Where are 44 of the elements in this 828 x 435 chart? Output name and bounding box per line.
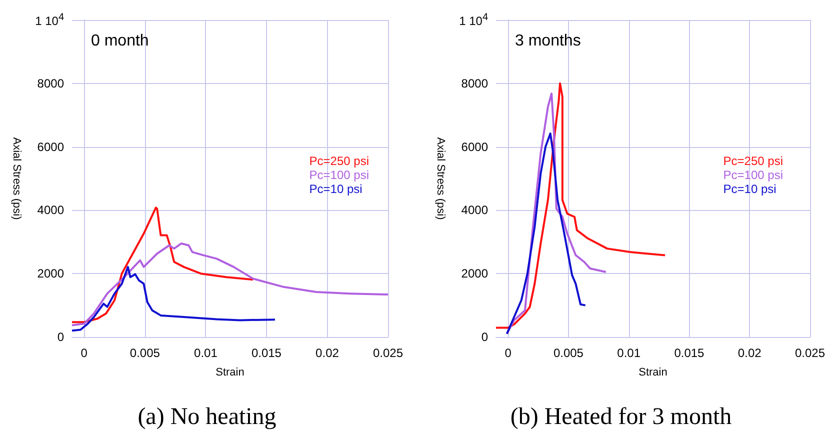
y-tick-label: 1 10$^{4}$ [459,12,488,28]
text: 3 months [515,32,581,50]
y-tick-label: 4000 [37,203,64,218]
y-axis-title: Axial Stress (psi) [10,137,22,220]
x-tick-label: 0.025 [794,346,826,360]
y-tick-label: 1 10$^{4}$ [35,12,64,28]
y-tick-label: 2000 [461,266,488,281]
x-tick-label: 0.015 [251,346,282,360]
x-tick-label: 0.005 [130,346,160,360]
line-series [506,92,607,335]
line-series [71,266,276,332]
line-series [71,242,389,326]
y-tick-label: 6000 [461,140,488,154]
x-tick-label: 0.005 [553,346,584,360]
y-axis-title: Axial Stress (psi) [434,137,446,220]
x-tick-label: 0.025 [372,346,404,360]
text: Pc=250 psi [723,154,784,168]
text: Pc=250 psi [309,154,370,168]
text: Pc=10 psi [309,182,362,196]
x-tick-label: 0 [80,346,88,360]
x-axis-title: Strain [216,366,244,378]
text: 0 month [91,32,149,50]
line-series [495,82,666,329]
x-tick-label: 0.02 [316,346,340,360]
y-tick-label: 0 [57,330,64,344]
y-tick-label: 4000 [461,203,488,218]
y-tick-label: 8000 [37,76,64,90]
x-axis-title: Strain [638,366,668,378]
text: (b) Heated for 3 month [510,404,732,430]
x-tick-label: 0.01 [194,346,218,360]
x-tick-label: 0 [504,346,512,360]
text: (a) No heating [138,404,276,430]
y-tick-label: 2000 [37,266,64,281]
y-tick-label: 0 [481,330,488,344]
text: Pc=100 psi [309,168,370,182]
text: Pc=10 psi [723,182,776,196]
text: Pc=100 psi [723,168,784,182]
y-tick-label: 8000 [461,76,488,90]
x-tick-label: 0.02 [738,346,762,360]
line-series [71,206,254,324]
y-tick-label: 6000 [37,140,64,154]
x-tick-label: 0.015 [674,346,705,360]
x-tick-label: 0.01 [617,346,641,360]
line-series [506,132,586,335]
